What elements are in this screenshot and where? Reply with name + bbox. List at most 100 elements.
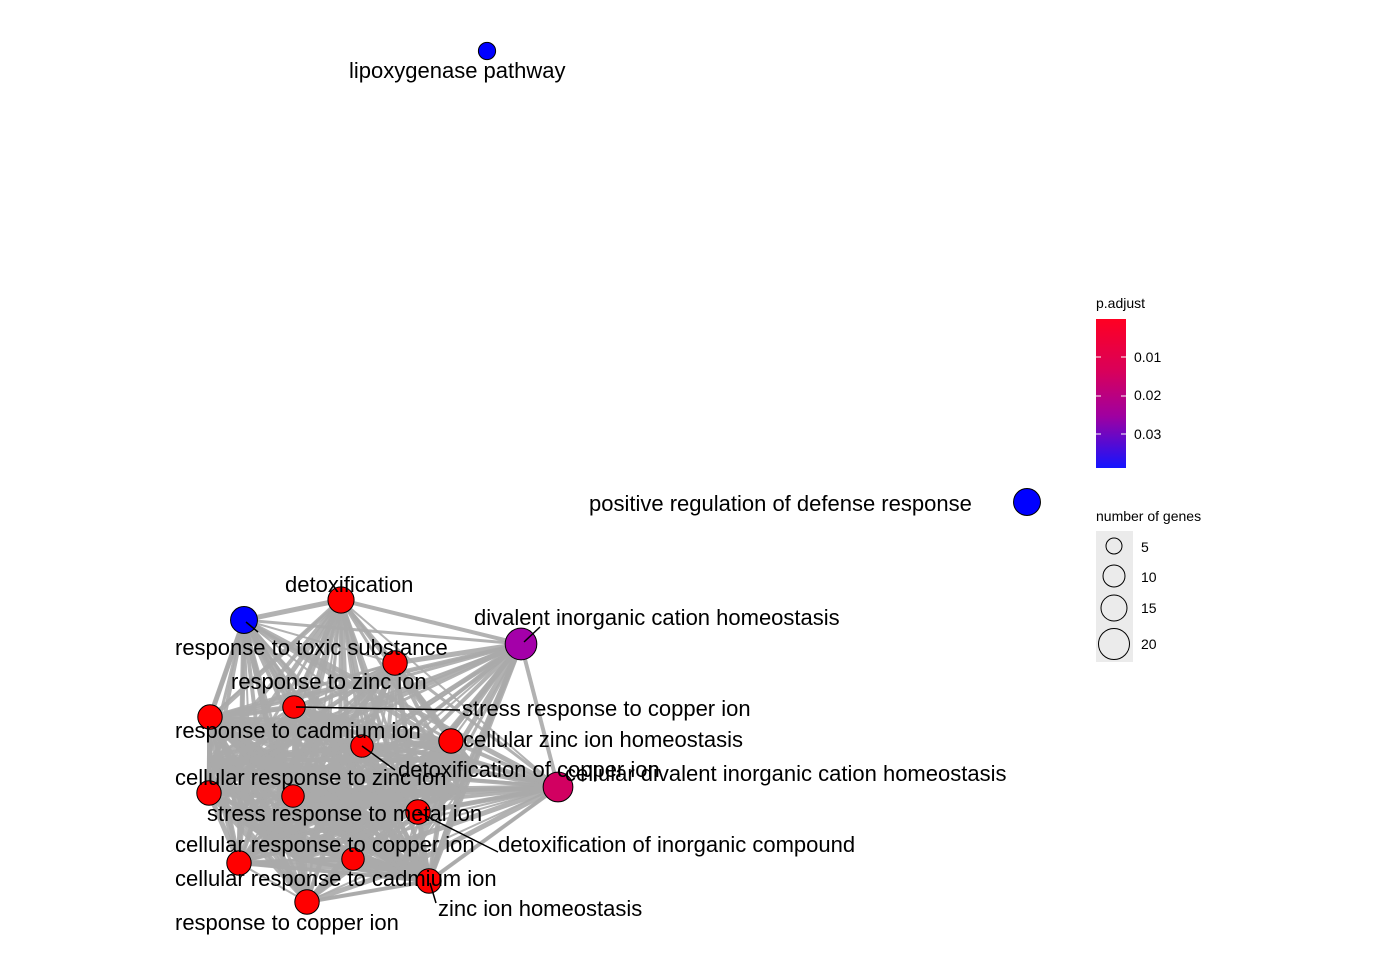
- network-edge: [338, 799, 402, 871]
- network-edge: [394, 661, 559, 789]
- color-bar: [1096, 319, 1126, 468]
- network-node[interactable]: [477, 41, 497, 61]
- network-node[interactable]: [226, 850, 252, 876]
- network-edge: [458, 759, 472, 791]
- network-node[interactable]: [197, 704, 223, 730]
- color-tick-label: 0.03: [1134, 426, 1161, 442]
- color-tick-label: 0.02: [1134, 387, 1161, 403]
- size-tick-label: 20: [1141, 636, 1157, 652]
- network-edge: [306, 879, 430, 904]
- network-node[interactable]: [294, 889, 320, 915]
- network-edge: [237, 759, 253, 821]
- label-leader-line: [417, 811, 499, 853]
- node-label: zinc ion homeostasis: [438, 896, 642, 921]
- network-edge: [207, 759, 241, 864]
- network-edge: [238, 818, 302, 862]
- network-edge: [459, 785, 559, 792]
- network-edge: [450, 739, 559, 789]
- label-leader-line: [523, 626, 541, 643]
- network-edge: [379, 819, 401, 871]
- network-node[interactable]: [1013, 488, 1041, 516]
- label-leader-line: [429, 882, 437, 904]
- size-tick-label: 15: [1141, 600, 1157, 616]
- network-edge: [339, 758, 471, 802]
- label-leader-line: [245, 621, 259, 633]
- size-tick-label: 5: [1141, 539, 1149, 555]
- color-legend-title: p.adjust: [1096, 295, 1145, 311]
- size-key-circle: [1105, 537, 1123, 555]
- network-edge: [269, 838, 401, 872]
- node-label: stress response to copper ion: [462, 696, 751, 721]
- node-label: response to zinc ion: [231, 669, 427, 694]
- network-edge: [298, 798, 342, 862]
- node-label: positive regulation of defense response: [589, 491, 972, 516]
- network-edge: [329, 719, 471, 761]
- size-key-circle: [1098, 628, 1130, 660]
- size-legend-key-bg: [1096, 531, 1133, 662]
- network-edge: [299, 719, 331, 861]
- label-leader-lines: [245, 621, 541, 904]
- network-node[interactable]: [341, 847, 365, 871]
- network-edge: [248, 661, 397, 762]
- node-label: divalent inorganic cation homeostasis: [474, 605, 840, 630]
- network-edge: [329, 718, 452, 743]
- network-node[interactable]: [196, 780, 222, 806]
- network-edge: [208, 662, 396, 721]
- node-label: stress response to metal ion: [207, 801, 482, 826]
- node-label: detoxification of inorganic compound: [498, 832, 855, 857]
- node-label: response to copper ion: [175, 910, 399, 935]
- edges-layer: [206, 597, 560, 905]
- network-edge: [248, 757, 342, 803]
- network-node[interactable]: [382, 650, 408, 676]
- network-edge: [379, 758, 471, 822]
- network-edge: [339, 787, 461, 803]
- network-edge: [468, 643, 523, 761]
- network-edge: [239, 818, 401, 872]
- network-edge: [340, 598, 522, 646]
- network-node[interactable]: [438, 728, 464, 754]
- node-label: detoxification: [285, 572, 413, 597]
- network-node[interactable]: [281, 784, 305, 808]
- network-edge: [243, 619, 396, 664]
- network-edge: [208, 759, 241, 821]
- network-edge: [299, 788, 461, 862]
- network-edge: [243, 597, 342, 623]
- network-node[interactable]: [416, 868, 442, 894]
- network-edge: [238, 718, 332, 822]
- network-edge: [208, 758, 401, 872]
- network-edge: [249, 718, 331, 762]
- network-edge: [328, 719, 342, 801]
- network-node[interactable]: [327, 586, 355, 614]
- node-label: detoxification of copper ion: [398, 757, 660, 782]
- node-label: cellular response to zinc ion: [175, 765, 446, 790]
- node-label: cellular response to copper ion: [175, 832, 475, 857]
- node-label: cellular zinc ion homeostasis: [463, 727, 743, 752]
- size-key-circle: [1102, 564, 1126, 588]
- size-tick-label: 10: [1141, 569, 1157, 585]
- size-legend-title: number of genes: [1096, 508, 1201, 524]
- network-edge: [243, 618, 522, 646]
- network-edge: [207, 619, 246, 721]
- network-edge: [397, 758, 473, 872]
- network-node[interactable]: [542, 771, 574, 803]
- node-label: cellular divalent inorganic cation homeo…: [565, 761, 1006, 786]
- labels-layer: lipoxygenase pathway positive regulation …: [175, 58, 1006, 935]
- network-edge: [299, 759, 471, 861]
- label-leader-line: [295, 706, 461, 711]
- network-node[interactable]: [504, 627, 538, 661]
- network-edge: [428, 785, 559, 883]
- legend: p.adjust 0.01 0.02 0.03 number of genes …: [1096, 295, 1201, 662]
- size-key-circle: [1100, 594, 1128, 622]
- node-label: response to cadmium ion: [175, 718, 421, 743]
- node-label: lipoxygenase pathway: [349, 58, 565, 83]
- color-tick-label: 0.01: [1134, 349, 1161, 365]
- network-edge: [519, 643, 560, 788]
- network-edge: [207, 598, 343, 722]
- network-edge: [238, 862, 308, 903]
- label-leader-line: [361, 745, 396, 771]
- network-edge: [208, 718, 331, 762]
- network-edge: [306, 759, 471, 903]
- network-edge: [306, 867, 401, 905]
- network-node[interactable]: [230, 606, 258, 634]
- node-label: cellular response to cadmium ion: [175, 866, 497, 891]
